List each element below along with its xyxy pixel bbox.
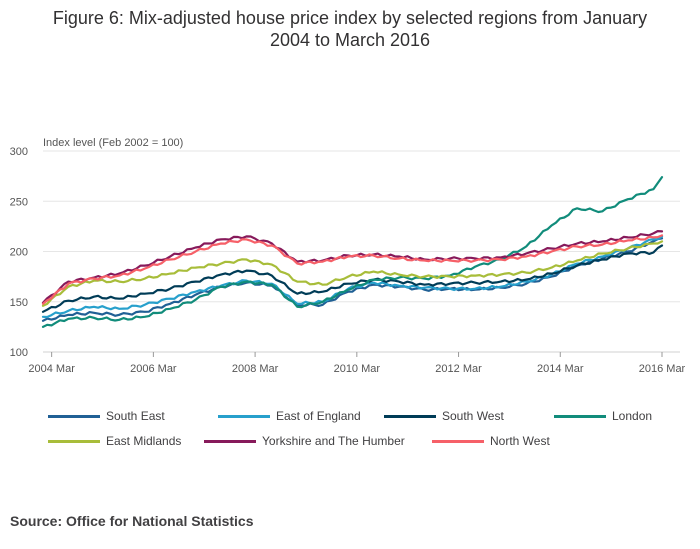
series-line-east-midlands [41,240,664,307]
y-tick-label: 150 [10,297,28,309]
legend-swatch [48,439,100,443]
legend-label: Yorkshire and The Humber [262,434,405,448]
legend-item: East of England [218,407,384,425]
x-tick-label: 2016 Mar [639,363,686,375]
legend-swatch [218,414,270,418]
x-tick-label: 2012 Mar [435,363,482,375]
series-line-south-west [41,244,664,313]
legend-label: London [612,409,653,423]
x-tick-label: 2010 Mar [334,363,381,375]
legend-item: Yorkshire and The Humber [204,432,432,450]
legend-swatch [554,414,606,418]
source-note: Source: Office for National Statistics [10,513,254,529]
legend-item: North West [432,432,592,450]
y-tick-label: 100 [10,347,28,359]
series-line-north-west [41,234,664,305]
y-tick-label: 250 [10,196,28,208]
legend-item: London [554,407,684,425]
y-tick-label: 200 [10,247,28,259]
legend-swatch [384,414,436,418]
chart-title: Figure 6: Mix-adjusted house price index… [0,7,700,51]
legend-label: South East [106,409,165,423]
chart-title-line-1: Figure 6: Mix-adjusted house price index… [52,8,648,28]
legend-swatch [432,439,484,443]
chart-title-line-2: 2004 to March 2016 [269,30,431,50]
legend-label: South West [442,409,504,423]
legend-swatch [48,414,100,418]
chart-legend: South East East of England South West Londo… [48,407,688,457]
legend-row: South East East of England South West Londo… [48,407,688,425]
legend-label: North West [490,434,550,448]
legend-item: South East [48,407,218,425]
legend-swatch [204,439,256,443]
legend-item: East Midlands [48,432,204,450]
x-tick-label: 2014 Mar [537,363,584,375]
x-tick-label: 2004 Mar [28,363,75,375]
legend-item: South West [384,407,554,425]
series-line-london [41,176,664,328]
y-axis-label: Index level (Feb 2002 = 100) [43,137,183,149]
legend-label: East Midlands [106,434,182,448]
y-tick-label: 300 [10,146,28,158]
x-tick-label: 2006 Mar [130,363,177,375]
legend-row: East Midlands Yorkshire and The Humber Nor… [48,432,688,450]
legend-label: East of England [276,409,361,423]
x-tick-label: 2008 Mar [232,363,279,375]
